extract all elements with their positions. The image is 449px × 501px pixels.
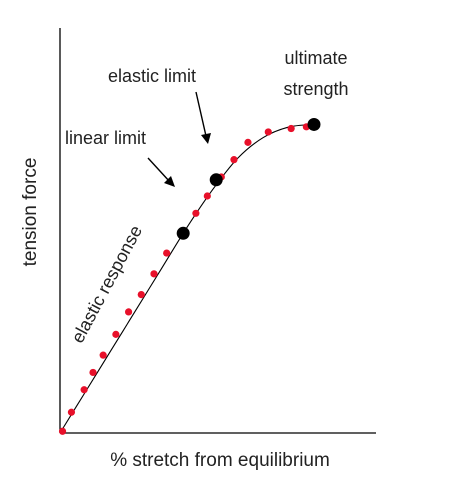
annotation-arrows <box>147 91 211 187</box>
key-point-ultimate-strength <box>307 117 321 131</box>
measured-point <box>163 249 171 257</box>
measured-point <box>99 351 107 359</box>
measured-point <box>89 368 97 377</box>
elastic-limit-arrowhead <box>201 133 211 144</box>
measured-point <box>124 308 133 316</box>
axes <box>59 28 376 434</box>
measured-point <box>203 192 211 200</box>
annotation-strength: strength <box>283 79 348 99</box>
measured-point <box>244 138 252 146</box>
key-point-elastic-limit <box>209 173 223 187</box>
annotation-linear-limit: linear limit <box>65 128 146 148</box>
measured-point <box>150 270 158 278</box>
linear-limit-arrowhead <box>164 176 175 187</box>
elastic-limit-arrow <box>195 91 207 137</box>
key-points <box>176 117 321 240</box>
measured-point <box>192 209 200 217</box>
x-axis-label: % stretch from equilibrium <box>110 450 330 471</box>
annotation-elastic-limit: elastic limit <box>108 66 196 86</box>
annotation-ultimate: ultimate <box>284 48 347 68</box>
key-point-linear-limit <box>176 226 190 240</box>
measured-point <box>137 291 145 299</box>
annotation-elastic-response: elastic response <box>67 222 146 346</box>
measured-point <box>287 124 295 133</box>
measured-point <box>230 156 238 164</box>
y-axis-label: tension force <box>20 158 41 267</box>
measured-point <box>264 128 272 136</box>
measured-points <box>58 123 310 435</box>
measured-point <box>58 427 67 435</box>
measured-point <box>80 386 88 394</box>
measured-point <box>112 330 120 338</box>
measured-point <box>67 408 76 416</box>
linear-limit-arrow <box>147 157 171 183</box>
